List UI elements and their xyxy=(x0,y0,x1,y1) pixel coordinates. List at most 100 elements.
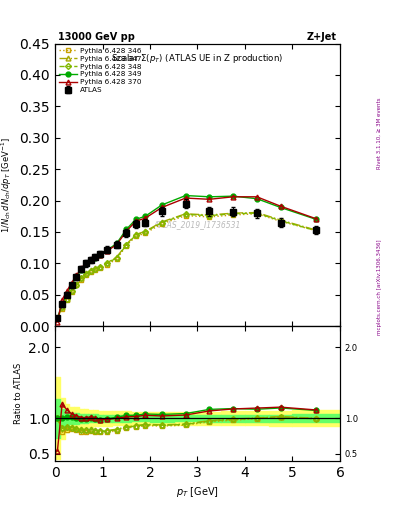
Pythia 6.428 349 xyxy=(207,194,212,200)
Line: Pythia 6.428 347: Pythia 6.428 347 xyxy=(55,210,319,321)
Pythia 6.428 348 xyxy=(314,228,319,234)
Pythia 6.428 346 xyxy=(231,212,235,218)
Pythia 6.428 346 xyxy=(55,315,60,321)
Pythia 6.428 348 xyxy=(255,210,259,216)
Pythia 6.428 348 xyxy=(105,260,110,266)
Pythia 6.428 347 xyxy=(124,242,129,248)
Pythia 6.428 348 xyxy=(69,288,74,294)
Pythia 6.428 370 xyxy=(314,216,319,222)
Pythia 6.428 348 xyxy=(60,304,64,310)
Pythia 6.428 346 xyxy=(98,265,103,271)
Legend: Pythia 6.428 346, Pythia 6.428 347, Pythia 6.428 348, Pythia 6.428 349, Pythia 6: Pythia 6.428 346, Pythia 6.428 347, Pyth… xyxy=(57,45,145,96)
Pythia 6.428 346 xyxy=(314,228,319,234)
Pythia 6.428 348 xyxy=(64,295,69,302)
Pythia 6.428 349 xyxy=(69,282,74,288)
Pythia 6.428 349 xyxy=(64,291,69,297)
Pythia 6.428 347 xyxy=(74,281,79,287)
Pythia 6.428 348 xyxy=(231,210,235,217)
Pythia 6.428 349 xyxy=(84,261,88,267)
Pythia 6.428 346 xyxy=(114,256,119,262)
Pythia 6.428 346 xyxy=(64,297,69,303)
Pythia 6.428 349 xyxy=(74,274,79,280)
Pythia 6.428 348 xyxy=(84,271,88,277)
Pythia 6.428 347 xyxy=(64,295,69,302)
Pythia 6.428 346 xyxy=(278,218,283,224)
Pythia 6.428 370 xyxy=(79,265,83,271)
Pythia 6.428 348 xyxy=(207,212,212,219)
Pythia 6.428 349 xyxy=(314,217,319,223)
Pythia 6.428 348 xyxy=(183,211,188,218)
Pythia 6.428 348 xyxy=(79,275,83,282)
Text: Rivet 3.1.10, ≥ 3M events: Rivet 3.1.10, ≥ 3M events xyxy=(377,97,382,169)
Line: Pythia 6.428 370: Pythia 6.428 370 xyxy=(55,195,319,324)
Pythia 6.428 347 xyxy=(143,228,148,234)
Pythia 6.428 346 xyxy=(79,276,83,283)
Pythia 6.428 349 xyxy=(98,252,103,258)
Pythia 6.428 347 xyxy=(314,227,319,233)
Pythia 6.428 348 xyxy=(124,242,129,248)
Pythia 6.428 370 xyxy=(124,228,129,234)
Pythia 6.428 347 xyxy=(207,212,212,218)
Pythia 6.428 347 xyxy=(93,265,98,271)
Pythia 6.428 347 xyxy=(79,275,83,281)
Pythia 6.428 347 xyxy=(60,304,64,310)
Pythia 6.428 370 xyxy=(69,280,74,286)
Pythia 6.428 347 xyxy=(114,254,119,260)
Pythia 6.428 348 xyxy=(55,315,60,321)
Pythia 6.428 370 xyxy=(255,194,259,200)
Pythia 6.428 349 xyxy=(105,247,110,253)
Pythia 6.428 349 xyxy=(60,301,64,307)
Pythia 6.428 349 xyxy=(255,196,259,202)
Pythia 6.428 347 xyxy=(69,287,74,293)
Text: mcplots.cern.ch [arXiv:1306.3436]: mcplots.cern.ch [arXiv:1306.3436] xyxy=(377,239,382,334)
Pythia 6.428 370 xyxy=(88,256,93,262)
Pythia 6.428 370 xyxy=(60,297,64,303)
Pythia 6.428 347 xyxy=(84,270,88,276)
Pythia 6.428 346 xyxy=(160,221,164,227)
Pythia 6.428 370 xyxy=(231,194,235,200)
Y-axis label: Ratio to ATLAS: Ratio to ATLAS xyxy=(14,363,23,424)
Pythia 6.428 349 xyxy=(88,257,93,263)
Y-axis label: $1/N_\mathrm{ch}\,dN_\mathrm{ch}/dp_T$ [GeV$^{-1}$]: $1/N_\mathrm{ch}\,dN_\mathrm{ch}/dp_T$ [… xyxy=(0,137,14,233)
Pythia 6.428 349 xyxy=(231,193,235,199)
Pythia 6.428 347 xyxy=(105,260,110,266)
Pythia 6.428 347 xyxy=(255,209,259,216)
Pythia 6.428 370 xyxy=(278,203,283,209)
Pythia 6.428 346 xyxy=(88,269,93,275)
Pythia 6.428 346 xyxy=(74,282,79,288)
Pythia 6.428 370 xyxy=(64,288,69,294)
Pythia 6.428 346 xyxy=(183,212,188,219)
Pythia 6.428 347 xyxy=(160,219,164,225)
Pythia 6.428 348 xyxy=(74,282,79,288)
Pythia 6.428 348 xyxy=(98,264,103,270)
Pythia 6.428 370 xyxy=(98,252,103,258)
Pythia 6.428 346 xyxy=(143,230,148,237)
Pythia 6.428 370 xyxy=(55,319,60,325)
Pythia 6.428 347 xyxy=(231,210,235,216)
Pythia 6.428 349 xyxy=(143,213,148,219)
Pythia 6.428 349 xyxy=(79,267,83,273)
Pythia 6.428 370 xyxy=(74,272,79,279)
Pythia 6.428 348 xyxy=(143,229,148,235)
Pythia 6.428 349 xyxy=(114,240,119,246)
Pythia 6.428 346 xyxy=(93,267,98,273)
Text: ATLAS_2019_I1736531: ATLAS_2019_I1736531 xyxy=(154,220,241,229)
Pythia 6.428 346 xyxy=(133,233,138,240)
Pythia 6.428 347 xyxy=(278,217,283,223)
Pythia 6.428 346 xyxy=(84,272,88,279)
Pythia 6.428 370 xyxy=(143,215,148,221)
Pythia 6.428 370 xyxy=(183,195,188,201)
Pythia 6.428 349 xyxy=(160,202,164,208)
Pythia 6.428 349 xyxy=(183,193,188,199)
Text: 13000 GeV pp: 13000 GeV pp xyxy=(58,32,135,42)
Pythia 6.428 348 xyxy=(88,268,93,274)
Pythia 6.428 370 xyxy=(207,196,212,202)
Pythia 6.428 349 xyxy=(124,226,129,232)
Text: Scalar $\Sigma(p_T)$ (ATLAS UE in Z production): Scalar $\Sigma(p_T)$ (ATLAS UE in Z prod… xyxy=(112,52,283,65)
Pythia 6.428 346 xyxy=(207,214,212,220)
Pythia 6.428 346 xyxy=(255,210,259,217)
Pythia 6.428 347 xyxy=(55,315,60,321)
Pythia 6.428 370 xyxy=(105,248,110,254)
Pythia 6.428 346 xyxy=(60,306,64,312)
Pythia 6.428 346 xyxy=(105,262,110,268)
